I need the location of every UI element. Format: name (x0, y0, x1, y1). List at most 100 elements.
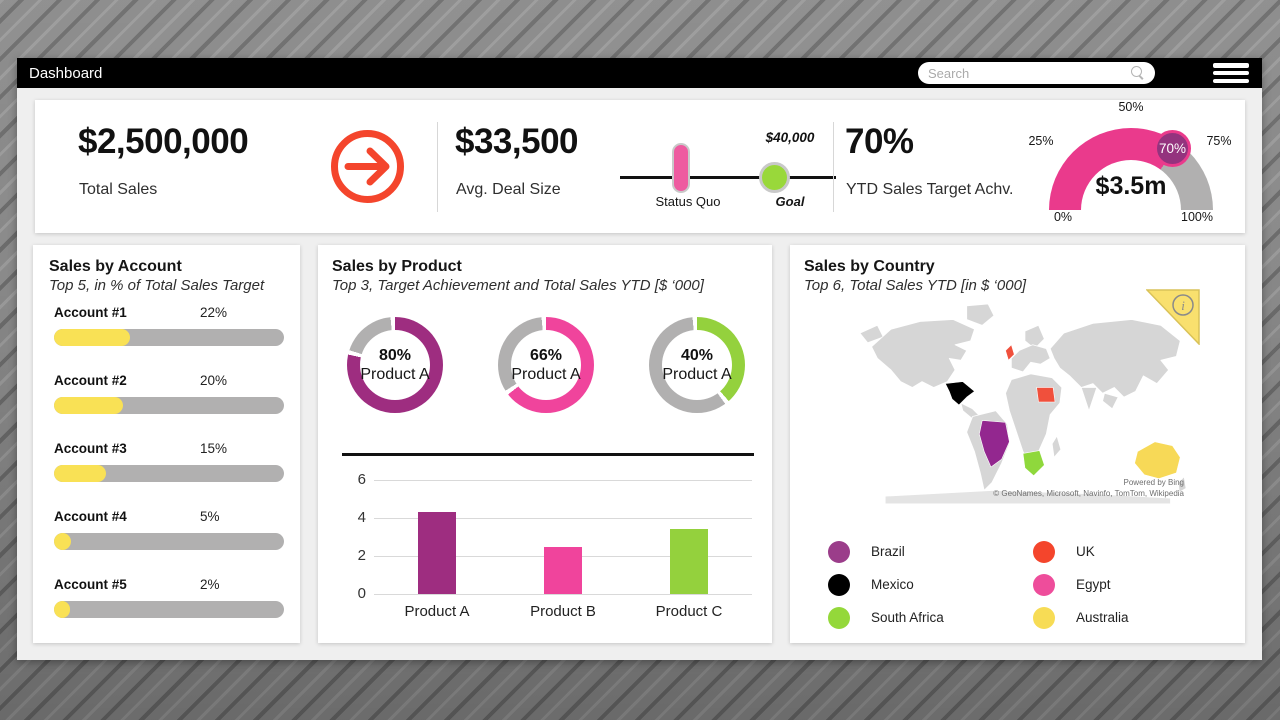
search-icon[interactable] (1131, 66, 1145, 80)
account-value: 5% (200, 509, 220, 524)
map-india (1080, 387, 1098, 412)
bar-product-a[interactable] (418, 512, 456, 594)
gauge-tick-100: 100% (1181, 210, 1213, 224)
gauge-marker-badge: 70% (1154, 130, 1191, 167)
kpi-band: $2,500,000 Total Sales $33,500 Avg. Deal… (35, 100, 1245, 233)
donut-chart[interactable]: 80% Product A (347, 317, 443, 413)
map-madagascar (1051, 435, 1062, 458)
gauge-center-value: $3.5m (1095, 172, 1167, 200)
account-row[interactable]: Account #4 5% (54, 509, 284, 550)
map-country-egypt[interactable] (1036, 387, 1056, 403)
search-input[interactable] (928, 65, 1131, 81)
product-bar-chart (374, 480, 752, 595)
account-card-title: Sales by Account (49, 258, 182, 275)
account-row[interactable]: Account #5 2% (54, 577, 284, 618)
page-title: Dashboard (29, 64, 103, 82)
search-box[interactable] (918, 62, 1155, 84)
world-map: Powered by Bing © GeoNames, Microsoft, N… (858, 298, 1188, 506)
account-name: Account #5 (54, 577, 127, 592)
total-sales-label: Total Sales (79, 181, 158, 198)
map-country-brazil[interactable] (979, 420, 1010, 468)
legend-item[interactable]: South Africa (828, 601, 944, 634)
goal-value: $40,000 (765, 130, 815, 145)
slider-track (620, 176, 836, 179)
progress-fill (54, 465, 106, 482)
goal-label: Goal (775, 194, 805, 209)
legend-dot (828, 573, 850, 596)
legend-label: Australia (1076, 610, 1129, 625)
map-country-uk[interactable] (1005, 344, 1015, 361)
gauge-tick-50: 50% (1118, 100, 1144, 114)
map-country-australia[interactable] (1134, 441, 1181, 479)
sales-by-country-card: Sales by Country Top 6, Total Sales YTD … (790, 245, 1245, 643)
ytd-label: YTD Sales Target Achv. (846, 181, 1014, 198)
map-attribution-2: © GeoNames, Microsoft, Navinfo, TomTom, … (993, 489, 1184, 498)
account-row[interactable]: Account #2 20% (54, 373, 284, 414)
account-name: Account #2 (54, 373, 127, 388)
map-asia (1049, 319, 1181, 398)
map-antarctica (884, 489, 1171, 505)
donut-label: Product A (360, 365, 430, 383)
goal-marker (759, 162, 790, 193)
legend-item[interactable]: UK (1033, 535, 1129, 568)
world-map-svg (859, 303, 1187, 505)
account-row[interactable]: Account #3 15% (54, 441, 284, 482)
gauge-tick-0: 0% (1053, 210, 1073, 224)
y-axis-tick: 6 (357, 471, 366, 488)
progress-track (54, 465, 284, 482)
map-greenland (966, 303, 995, 326)
progress-fill (54, 601, 71, 618)
sales-by-product-card: Sales by Product Top 3, Target Achieveme… (318, 245, 772, 643)
sales-by-account-card: Sales by Account Top 5, in % of Total Sa… (33, 245, 300, 643)
gauge-tick-25: 25% (1028, 134, 1054, 148)
account-value: 20% (200, 373, 228, 388)
bar-category-label: Product B (530, 603, 596, 620)
legend-dot (828, 540, 850, 563)
map-se-asia (1102, 392, 1119, 410)
account-card-subtitle: Top 5, in % of Total Sales Target (49, 277, 265, 294)
donut-percent: 80% (378, 346, 412, 364)
donut-chart[interactable]: 40% Product A (649, 317, 745, 413)
donut-percent: 40% (680, 346, 714, 364)
legend-item[interactable]: Mexico (828, 568, 944, 601)
ytd-gauge[interactable]: 50% 25% 75% $3.5m 70% 0% 100% (1025, 100, 1250, 230)
map-europe (1010, 344, 1051, 373)
progress-fill (54, 329, 130, 346)
legend-dot (1033, 540, 1055, 563)
bar-product-b[interactable] (544, 546, 582, 594)
dashboard-frame: Dashboard $2,500,000 Total Sales $33,500… (17, 58, 1262, 660)
account-row[interactable]: Account #1 22% (54, 305, 284, 346)
progress-track (54, 533, 284, 550)
legend-item[interactable]: Brazil (828, 535, 944, 568)
bar-category-label: Product C (655, 603, 723, 620)
gauge-tick-75: 75% (1206, 134, 1232, 148)
svg-text:i: i (1181, 298, 1185, 313)
map-legend-column-2: UK Egypt Australia (1033, 535, 1129, 634)
account-name: Account #1 (54, 305, 127, 320)
account-name: Account #3 (54, 441, 127, 456)
map-country-south-africa[interactable] (1022, 450, 1045, 477)
donut-chart[interactable]: 66% Product A (498, 317, 594, 413)
bar-product-c[interactable] (670, 529, 708, 594)
y-axis-tick: 0 (357, 585, 366, 602)
product-card-title: Sales by Product (332, 258, 462, 275)
section-divider (342, 453, 754, 456)
legend-label: Brazil (871, 544, 905, 559)
country-card-title: Sales by Country (804, 258, 935, 275)
account-name: Account #4 (54, 509, 127, 524)
legend-item[interactable]: Australia (1033, 601, 1129, 634)
legend-item[interactable]: Egypt (1033, 568, 1129, 601)
account-value: 22% (200, 305, 228, 320)
map-country-mexico[interactable] (945, 381, 975, 406)
info-corner-icon[interactable]: i (1146, 289, 1200, 345)
legend-label: UK (1076, 544, 1095, 559)
map-legend-column-1: Brazil Mexico South Africa (828, 535, 944, 634)
map-attribution-1: Powered by Bing (1123, 478, 1184, 487)
progress-track (54, 329, 284, 346)
donut-label: Product A (511, 365, 581, 383)
avg-deal-value: $33,500 (455, 122, 579, 161)
legend-label: Mexico (871, 577, 914, 592)
menu-icon[interactable] (1213, 63, 1249, 83)
progress-fill (54, 533, 72, 550)
